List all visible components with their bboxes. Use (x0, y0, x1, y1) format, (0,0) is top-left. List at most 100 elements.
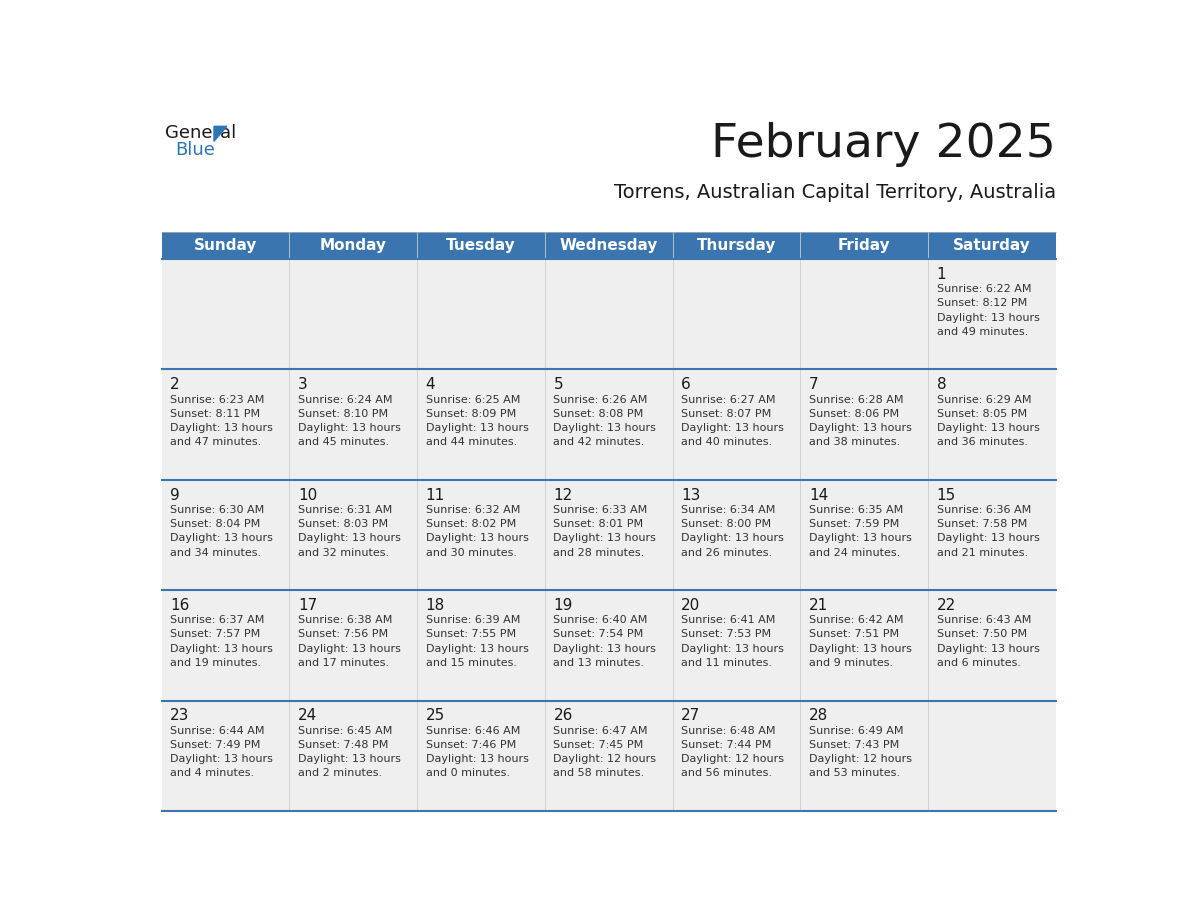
Text: and 30 minutes.: and 30 minutes. (425, 548, 517, 557)
Text: Torrens, Australian Capital Territory, Australia: Torrens, Australian Capital Territory, A… (614, 184, 1056, 202)
Text: and 0 minutes.: and 0 minutes. (425, 768, 510, 778)
Text: Sunset: 8:02 PM: Sunset: 8:02 PM (425, 519, 516, 529)
Text: Sunrise: 6:28 AM: Sunrise: 6:28 AM (809, 395, 904, 405)
Text: Sunrise: 6:46 AM: Sunrise: 6:46 AM (425, 725, 520, 735)
Text: Sunset: 8:08 PM: Sunset: 8:08 PM (554, 409, 644, 419)
Text: and 6 minutes.: and 6 minutes. (937, 658, 1020, 668)
Text: Sunrise: 6:41 AM: Sunrise: 6:41 AM (681, 615, 776, 625)
Text: Sunrise: 6:44 AM: Sunrise: 6:44 AM (170, 725, 265, 735)
Text: Sunrise: 6:49 AM: Sunrise: 6:49 AM (809, 725, 904, 735)
Text: Daylight: 13 hours: Daylight: 13 hours (809, 644, 912, 654)
Text: Sunrise: 6:36 AM: Sunrise: 6:36 AM (937, 505, 1031, 515)
Text: and 13 minutes.: and 13 minutes. (554, 658, 645, 668)
Text: Daylight: 13 hours: Daylight: 13 hours (425, 754, 529, 764)
Text: and 53 minutes.: and 53 minutes. (809, 768, 901, 778)
Text: Sunset: 8:09 PM: Sunset: 8:09 PM (425, 409, 516, 419)
Text: Daylight: 13 hours: Daylight: 13 hours (425, 644, 529, 654)
Text: Sunset: 8:10 PM: Sunset: 8:10 PM (298, 409, 388, 419)
Text: and 26 minutes.: and 26 minutes. (681, 548, 772, 557)
Text: Sunset: 8:04 PM: Sunset: 8:04 PM (170, 519, 260, 529)
Text: Blue: Blue (175, 141, 215, 160)
Text: Sunrise: 6:40 AM: Sunrise: 6:40 AM (554, 615, 647, 625)
Text: 7: 7 (809, 377, 819, 392)
Text: 23: 23 (170, 708, 190, 723)
Text: and 19 minutes.: and 19 minutes. (170, 658, 261, 668)
Text: Daylight: 12 hours: Daylight: 12 hours (681, 754, 784, 764)
Text: Sunset: 7:55 PM: Sunset: 7:55 PM (425, 630, 516, 640)
Text: Sunset: 7:54 PM: Sunset: 7:54 PM (554, 630, 644, 640)
Text: Sunset: 8:07 PM: Sunset: 8:07 PM (681, 409, 771, 419)
Text: Daylight: 13 hours: Daylight: 13 hours (298, 754, 400, 764)
Text: Sunrise: 6:39 AM: Sunrise: 6:39 AM (425, 615, 520, 625)
Text: Sunrise: 6:48 AM: Sunrise: 6:48 AM (681, 725, 776, 735)
Bar (162, 370, 1056, 480)
Text: 13: 13 (681, 487, 701, 502)
Text: Sunset: 7:56 PM: Sunset: 7:56 PM (298, 630, 388, 640)
Text: Daylight: 13 hours: Daylight: 13 hours (937, 313, 1040, 322)
Text: Daylight: 13 hours: Daylight: 13 hours (170, 754, 273, 764)
Text: Sunday: Sunday (194, 238, 258, 253)
Text: Sunrise: 6:29 AM: Sunrise: 6:29 AM (937, 395, 1031, 405)
Text: Monday: Monday (320, 238, 387, 253)
Text: Daylight: 13 hours: Daylight: 13 hours (170, 423, 273, 433)
Text: Sunset: 7:43 PM: Sunset: 7:43 PM (809, 740, 899, 750)
Text: 17: 17 (298, 598, 317, 613)
Text: Sunset: 7:50 PM: Sunset: 7:50 PM (937, 630, 1026, 640)
Text: and 47 minutes.: and 47 minutes. (170, 437, 261, 447)
Text: Daylight: 13 hours: Daylight: 13 hours (425, 423, 529, 433)
Text: 19: 19 (554, 598, 573, 613)
Text: 8: 8 (937, 377, 947, 392)
Text: Daylight: 13 hours: Daylight: 13 hours (937, 533, 1040, 543)
Text: Sunrise: 6:34 AM: Sunrise: 6:34 AM (681, 505, 776, 515)
Text: 26: 26 (554, 708, 573, 723)
Text: Sunset: 8:01 PM: Sunset: 8:01 PM (554, 519, 644, 529)
Polygon shape (214, 127, 227, 141)
Text: 1: 1 (937, 267, 947, 282)
Text: 24: 24 (298, 708, 317, 723)
Text: Sunrise: 6:26 AM: Sunrise: 6:26 AM (554, 395, 647, 405)
Text: and 2 minutes.: and 2 minutes. (298, 768, 383, 778)
Text: and 34 minutes.: and 34 minutes. (170, 548, 261, 557)
Text: Sunrise: 6:23 AM: Sunrise: 6:23 AM (170, 395, 265, 405)
Text: 25: 25 (425, 708, 446, 723)
Text: Sunrise: 6:30 AM: Sunrise: 6:30 AM (170, 505, 265, 515)
Text: Sunset: 8:03 PM: Sunset: 8:03 PM (298, 519, 388, 529)
Text: Sunset: 7:53 PM: Sunset: 7:53 PM (681, 630, 771, 640)
Text: Sunset: 7:57 PM: Sunset: 7:57 PM (170, 630, 260, 640)
Text: Sunset: 8:06 PM: Sunset: 8:06 PM (809, 409, 899, 419)
Text: Daylight: 13 hours: Daylight: 13 hours (809, 533, 912, 543)
Text: Sunrise: 6:32 AM: Sunrise: 6:32 AM (425, 505, 520, 515)
Text: and 49 minutes.: and 49 minutes. (937, 327, 1028, 337)
Text: and 24 minutes.: and 24 minutes. (809, 548, 901, 557)
Text: Daylight: 13 hours: Daylight: 13 hours (681, 423, 784, 433)
Text: and 38 minutes.: and 38 minutes. (809, 437, 901, 447)
Text: Tuesday: Tuesday (447, 238, 516, 253)
Text: 28: 28 (809, 708, 828, 723)
Text: 20: 20 (681, 598, 701, 613)
Text: Sunrise: 6:42 AM: Sunrise: 6:42 AM (809, 615, 904, 625)
Text: Sunset: 7:59 PM: Sunset: 7:59 PM (809, 519, 899, 529)
Text: 27: 27 (681, 708, 701, 723)
Bar (162, 480, 1056, 590)
Text: Sunrise: 6:25 AM: Sunrise: 6:25 AM (425, 395, 520, 405)
Text: Daylight: 13 hours: Daylight: 13 hours (681, 533, 784, 543)
Text: Sunrise: 6:43 AM: Sunrise: 6:43 AM (937, 615, 1031, 625)
Text: 18: 18 (425, 598, 446, 613)
Text: 5: 5 (554, 377, 563, 392)
Text: and 17 minutes.: and 17 minutes. (298, 658, 390, 668)
Text: Sunset: 7:51 PM: Sunset: 7:51 PM (809, 630, 899, 640)
Text: Sunrise: 6:24 AM: Sunrise: 6:24 AM (298, 395, 392, 405)
Text: February 2025: February 2025 (712, 122, 1056, 167)
Text: and 45 minutes.: and 45 minutes. (298, 437, 390, 447)
Text: Daylight: 13 hours: Daylight: 13 hours (937, 423, 1040, 433)
Text: 12: 12 (554, 487, 573, 502)
Text: and 4 minutes.: and 4 minutes. (170, 768, 254, 778)
Text: 21: 21 (809, 598, 828, 613)
Text: Sunrise: 6:22 AM: Sunrise: 6:22 AM (937, 285, 1031, 294)
Text: 6: 6 (681, 377, 691, 392)
Text: Sunrise: 6:37 AM: Sunrise: 6:37 AM (170, 615, 265, 625)
Text: and 58 minutes.: and 58 minutes. (554, 768, 645, 778)
Text: 9: 9 (170, 487, 179, 502)
Text: Daylight: 13 hours: Daylight: 13 hours (937, 644, 1040, 654)
Text: Wednesday: Wednesday (560, 238, 658, 253)
